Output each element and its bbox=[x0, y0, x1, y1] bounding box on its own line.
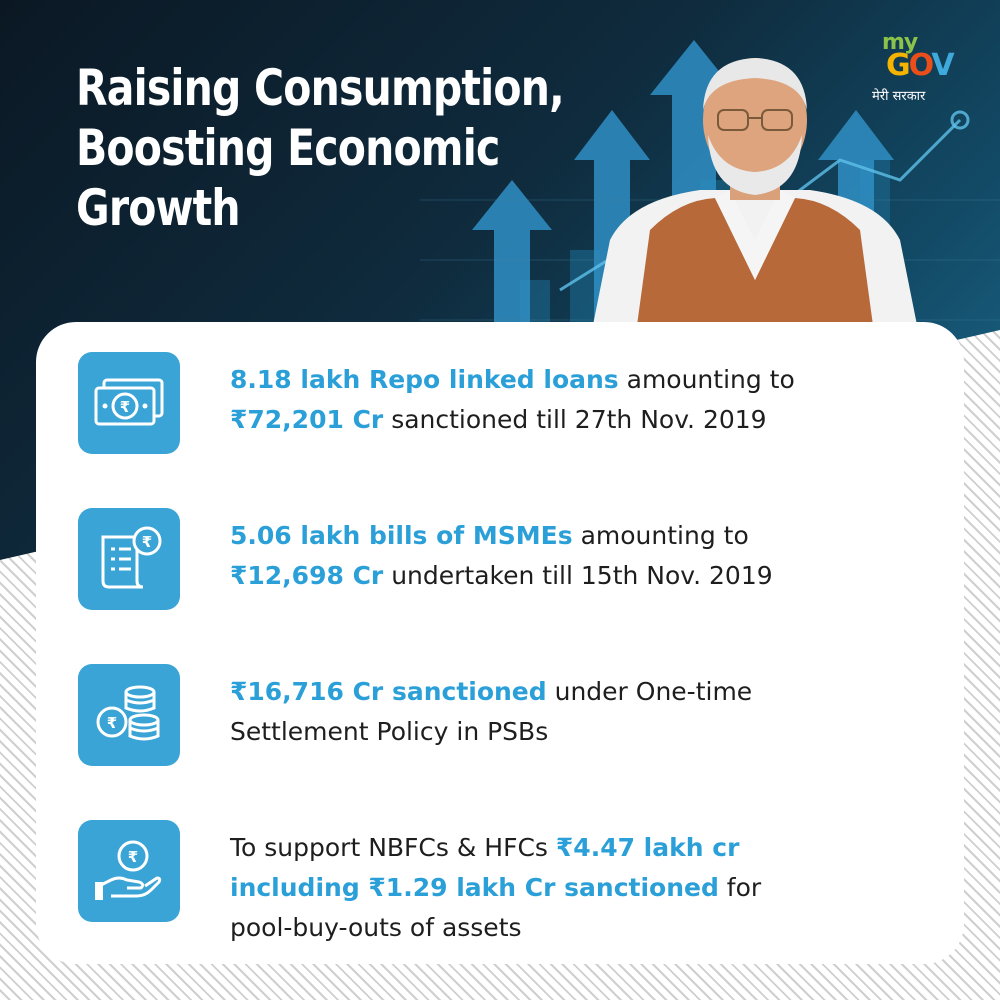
item-text: ₹16,716 Cr sanctioned under One-time Set… bbox=[230, 677, 753, 746]
list-item: ₹ To support NBFCs & HFCs ₹4.47 lakh cr … bbox=[78, 820, 938, 950]
mygov-logo: my GOV मेरी सरकार bbox=[872, 30, 972, 110]
leader-portrait bbox=[590, 58, 920, 340]
svg-text:₹: ₹ bbox=[120, 398, 130, 416]
item-text: To support NBFCs & HFCs ₹4.47 lakh cr in… bbox=[230, 833, 762, 942]
svg-text:₹: ₹ bbox=[107, 714, 117, 732]
icon-tile: ₹ bbox=[78, 664, 180, 766]
list-item: ₹ 8.18 lakh Repo linked loans amounting … bbox=[78, 352, 938, 456]
svg-text:₹: ₹ bbox=[142, 533, 152, 551]
icon-tile: ₹ bbox=[78, 820, 180, 922]
logo-my-text: my bbox=[882, 30, 918, 55]
bill-receipt-icon: ₹ bbox=[101, 526, 162, 589]
coin-stack-icon: ₹ bbox=[96, 685, 160, 741]
svg-text:₹: ₹ bbox=[128, 848, 138, 866]
title-line-2: Boosting Economic bbox=[76, 119, 500, 177]
logo-gov-text: GOV bbox=[886, 48, 955, 83]
hand-rupee-icon: ₹ bbox=[95, 840, 162, 900]
title-line-3: Growth bbox=[76, 179, 241, 237]
info-card: ₹ 8.18 lakh Repo linked loans amounting … bbox=[36, 322, 964, 964]
list-item: ₹ ₹16,716 Cr sanctioned under One-time S… bbox=[78, 664, 938, 768]
logo-subtitle: मेरी सरकार bbox=[872, 89, 926, 104]
list-item: ₹ 5.06 lakh bills of MSMEs amounting to … bbox=[78, 508, 938, 612]
icon-tile: ₹ bbox=[78, 352, 180, 454]
icon-tile: ₹ bbox=[78, 508, 180, 610]
banknote-icon: ₹ bbox=[94, 378, 164, 426]
page-title: Raising Consumption, Boosting Economic G… bbox=[76, 58, 565, 238]
title-line-1: Raising Consumption, bbox=[76, 59, 565, 117]
item-text: 8.18 lakh Repo linked loans amounting to… bbox=[230, 365, 795, 434]
item-text: 5.06 lakh bills of MSMEs amounting to ₹1… bbox=[230, 521, 773, 590]
